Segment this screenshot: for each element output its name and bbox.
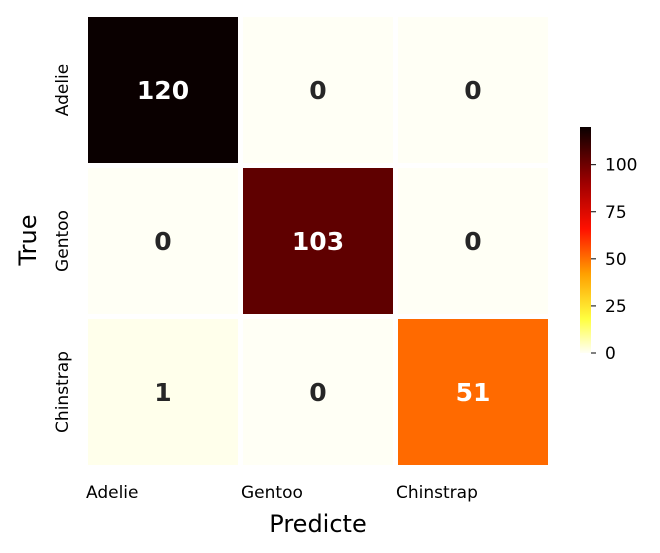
heatmap-cell xyxy=(398,319,548,465)
cell-value-label: 120 xyxy=(137,76,189,105)
y-tick-label: Chinstrap xyxy=(53,351,73,433)
cell-value-label: 0 xyxy=(154,227,171,256)
cell-value-label: 0 xyxy=(464,227,481,256)
cell-value-label: 1 xyxy=(154,378,171,407)
x-axis-label: Predicte xyxy=(269,510,366,538)
cell-value-label: 0 xyxy=(309,378,326,407)
x-tick-label: Gentoo xyxy=(241,483,303,503)
colorbar-tick-label: 25 xyxy=(605,297,627,317)
heatmap-cell xyxy=(398,168,548,314)
colorbar-tick-label: 50 xyxy=(605,250,627,270)
heatmap-cell xyxy=(243,17,393,163)
cell-value-label: 0 xyxy=(464,76,481,105)
colorbar-tick-label: 0 xyxy=(605,344,616,364)
heatmap-cell xyxy=(243,319,393,465)
heatmap-cell xyxy=(398,17,548,163)
x-tick-label: Adelie xyxy=(86,483,139,503)
cell-value-label: 103 xyxy=(292,227,344,256)
cell-value-label: 51 xyxy=(456,378,491,407)
y-tick-label: Gentoo xyxy=(53,210,73,272)
heatmap-cell xyxy=(88,17,238,163)
y-tick-label: Adelie xyxy=(53,64,73,117)
x-tick-label: Chinstrap xyxy=(396,483,478,503)
colorbar-tick-label: 75 xyxy=(605,203,627,223)
y-axis-label: True xyxy=(14,215,42,267)
cell-value-label: 0 xyxy=(309,76,326,105)
colorbar xyxy=(580,127,591,353)
heatmap-cell xyxy=(88,319,238,465)
heatmap-cell xyxy=(88,168,238,314)
colorbar-tick-label: 100 xyxy=(605,156,637,176)
heatmap-cell xyxy=(243,168,393,314)
